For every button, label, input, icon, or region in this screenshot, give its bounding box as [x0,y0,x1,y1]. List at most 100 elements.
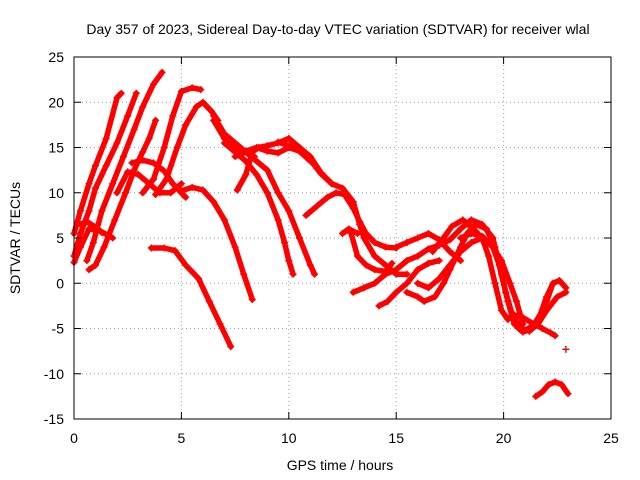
data-point [109,180,117,188]
data-point [403,288,411,296]
data-point [424,284,432,292]
data-point [91,162,99,170]
y-tick-label: 15 [48,140,64,156]
data-point [85,180,93,188]
data-point [429,248,437,256]
data-point [128,159,136,167]
data-point [424,259,432,267]
data-point [76,207,84,215]
data-point [414,266,422,274]
data-point [253,157,261,165]
data-point [532,392,540,400]
data-point [457,248,465,256]
data-point [497,257,505,265]
data-point [551,378,559,386]
data-point [306,157,314,165]
data-point [403,270,411,278]
data-point [392,266,400,274]
data-point [113,189,121,197]
data-point [152,116,160,124]
data-point [255,144,263,151]
y-tick-label: 25 [48,49,64,65]
data-point [388,259,396,267]
data-point [323,193,331,201]
data-point [281,239,289,247]
data-point [182,193,190,201]
data-point [457,225,465,233]
data-point [162,175,170,183]
series-line [210,117,410,277]
data-point [117,89,125,97]
data-point [102,134,110,142]
axis-ticks [73,56,612,420]
y-tick-label: 10 [48,185,64,201]
data-point [467,239,475,247]
data-point [83,218,91,226]
data-point [439,234,447,242]
data-point [169,112,177,120]
data-point [414,279,422,287]
data-point [525,327,533,335]
data-point [263,166,271,174]
y-tick-labels: -15 -10 -5 0 5 10 15 20 25 [44,49,64,427]
data-point [517,325,525,332]
data-point [231,153,239,161]
data-point [102,162,110,170]
data-point [152,191,160,199]
data-point [497,306,505,314]
data-point [205,297,213,305]
data-point [177,87,185,95]
data-point [403,239,411,247]
data-point [240,270,248,278]
data-point [504,315,512,323]
data-point [76,243,84,251]
x-axis-label: GPS time / hours [287,457,394,473]
data-point [543,306,551,314]
data-point [545,381,553,389]
data-point [435,257,443,265]
data-point [149,80,157,88]
series-line [178,184,256,303]
chart-title: Day 357 of 2023, Sidereal Day-to-day VTE… [86,21,589,37]
x-tick-label: 0 [70,430,78,446]
data-point [543,293,551,301]
data-point [553,293,561,301]
data-point [158,68,166,76]
data-point [371,266,379,274]
data-point [317,169,325,177]
data-point [332,189,340,197]
data-point [253,171,261,179]
data-point [549,279,557,287]
data-point [347,229,355,237]
data-point [467,229,475,237]
data-point [296,147,304,155]
data-point [149,175,157,183]
data-point [414,252,422,260]
data-point [472,220,480,228]
data-point [147,244,155,252]
series-line [533,379,571,400]
series-point-30 [562,345,570,353]
data-point [381,243,389,251]
data-point [489,243,497,251]
data-point [485,252,493,260]
series-line [210,113,318,277]
data-point [124,168,132,176]
data-point [435,275,443,283]
data-point [420,297,428,305]
data-point [85,266,93,274]
y-tick-label: 20 [48,94,64,110]
series-line [152,99,221,198]
data-point [306,261,314,269]
data-point [160,144,168,151]
x-tick-label: 25 [603,430,619,446]
data-point [446,236,454,244]
data-point [457,234,465,242]
data-point [76,229,84,237]
data-point [195,275,203,283]
data-point [109,234,117,242]
series-arc-29 [532,378,572,400]
data-point [231,139,239,147]
data-point [341,191,349,199]
data-point [547,329,555,337]
